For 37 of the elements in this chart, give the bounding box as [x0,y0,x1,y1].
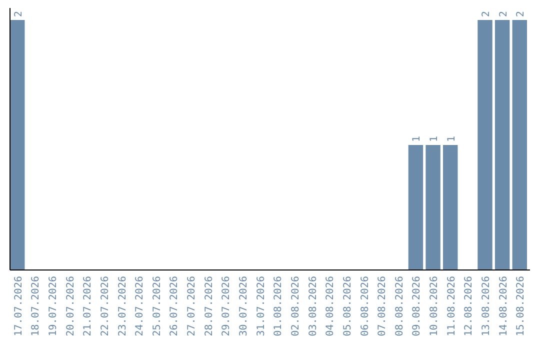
x-tick-label: 12.08.2026 [464,276,475,336]
x-tick-label: 19.07.2026 [48,276,59,336]
x-tick-label: 10.08.2026 [429,276,440,336]
x-tick-label: 18.07.2026 [30,276,42,336]
x-tick-label: 03.08.2026 [308,276,319,336]
x-tick-label: 24.07.2026 [134,276,146,336]
x-tick-label: 02.08.2026 [290,276,302,336]
data-label: 1 [412,136,423,142]
x-tick-label: 11.08.2026 [446,276,458,336]
data-label: 1 [429,136,440,142]
x-tick-label: 05.08.2026 [342,276,354,336]
x-tick-label: 08.08.2026 [394,276,406,336]
x-tick-label: 14.08.2026 [498,276,510,336]
data-label: 2 [481,10,492,17]
x-tick-label: 01.08.2026 [273,276,284,336]
x-tick-label: 27.07.2026 [186,276,198,336]
x-tick-label: 07.08.2026 [377,276,388,336]
x-tick-label: 25.07.2026 [152,276,163,336]
data-label: 2 [516,10,527,17]
x-tick-label: 06.08.2026 [360,276,371,336]
x-tick-label: 23.07.2026 [117,276,128,336]
data-label: 2 [13,10,24,17]
x-tick-label: 22.07.2026 [100,276,111,336]
x-tick-label: 09.08.2026 [412,276,423,336]
x-tick-label: 15.08.2026 [516,276,527,336]
x-tick-label: 04.08.2026 [325,276,336,336]
x-tick-label: 21.07.2026 [82,276,94,336]
x-tick-label: 30.07.2026 [238,276,250,336]
x-tick-label: 31.07.2026 [256,276,267,336]
x-tick-label: 17.07.2026 [13,276,24,336]
x-tick-label: 13.08.2026 [481,276,492,336]
data-label: 2 [498,10,510,17]
x-tick-label: 29.07.2026 [221,276,232,336]
x-tick-label: 20.07.2026 [65,276,76,336]
x-tick-label: 26.07.2026 [169,276,180,336]
x-tick-label: 28.07.2026 [204,276,215,336]
data-label: 1 [446,136,458,142]
